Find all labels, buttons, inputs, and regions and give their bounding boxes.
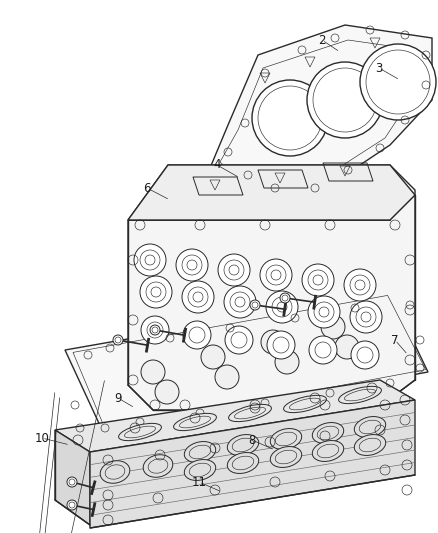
Circle shape	[215, 365, 239, 389]
Ellipse shape	[270, 429, 302, 449]
Circle shape	[141, 316, 169, 344]
Ellipse shape	[227, 453, 259, 473]
Circle shape	[201, 345, 225, 369]
Circle shape	[113, 335, 123, 345]
Circle shape	[267, 331, 295, 359]
Circle shape	[134, 244, 166, 276]
Text: 4: 4	[213, 158, 221, 172]
Text: 11: 11	[191, 475, 206, 489]
Polygon shape	[65, 293, 428, 432]
Circle shape	[344, 269, 376, 301]
Circle shape	[321, 315, 345, 339]
Polygon shape	[210, 25, 432, 195]
Text: 7: 7	[391, 334, 399, 346]
Text: 6: 6	[143, 182, 151, 195]
Ellipse shape	[100, 461, 130, 483]
Ellipse shape	[354, 434, 386, 455]
Circle shape	[250, 300, 260, 310]
Ellipse shape	[227, 434, 259, 455]
Circle shape	[182, 281, 214, 313]
Circle shape	[307, 62, 383, 138]
Circle shape	[260, 259, 292, 291]
Circle shape	[218, 254, 250, 286]
Ellipse shape	[312, 441, 344, 462]
Polygon shape	[90, 400, 415, 528]
Circle shape	[140, 276, 172, 308]
Ellipse shape	[339, 386, 381, 403]
Polygon shape	[55, 380, 415, 452]
Circle shape	[261, 330, 285, 354]
Circle shape	[308, 296, 340, 328]
Ellipse shape	[143, 455, 173, 477]
Ellipse shape	[173, 414, 216, 431]
Text: 3: 3	[375, 61, 383, 75]
Circle shape	[280, 293, 290, 303]
Circle shape	[67, 500, 77, 510]
Ellipse shape	[119, 423, 162, 441]
Circle shape	[309, 336, 337, 364]
Circle shape	[141, 360, 165, 384]
Circle shape	[335, 335, 359, 359]
Ellipse shape	[184, 441, 215, 463]
Text: 10: 10	[35, 432, 49, 445]
Ellipse shape	[283, 395, 326, 413]
Text: 2: 2	[318, 34, 326, 46]
Polygon shape	[55, 430, 90, 525]
Circle shape	[150, 325, 160, 335]
Ellipse shape	[270, 447, 302, 467]
Circle shape	[155, 380, 179, 404]
Circle shape	[176, 249, 208, 281]
Circle shape	[360, 44, 436, 120]
Circle shape	[302, 264, 334, 296]
Polygon shape	[128, 165, 415, 220]
Circle shape	[224, 286, 256, 318]
Circle shape	[275, 350, 299, 374]
Polygon shape	[128, 165, 415, 410]
Ellipse shape	[312, 423, 344, 443]
Circle shape	[350, 301, 382, 333]
Circle shape	[351, 341, 379, 369]
Ellipse shape	[184, 459, 215, 480]
Circle shape	[183, 321, 211, 349]
Text: 9: 9	[114, 392, 122, 405]
Circle shape	[225, 326, 253, 354]
Circle shape	[252, 80, 328, 156]
Ellipse shape	[229, 405, 272, 422]
Ellipse shape	[354, 417, 386, 438]
Text: 8: 8	[248, 433, 256, 447]
Circle shape	[67, 477, 77, 487]
Circle shape	[266, 291, 298, 323]
